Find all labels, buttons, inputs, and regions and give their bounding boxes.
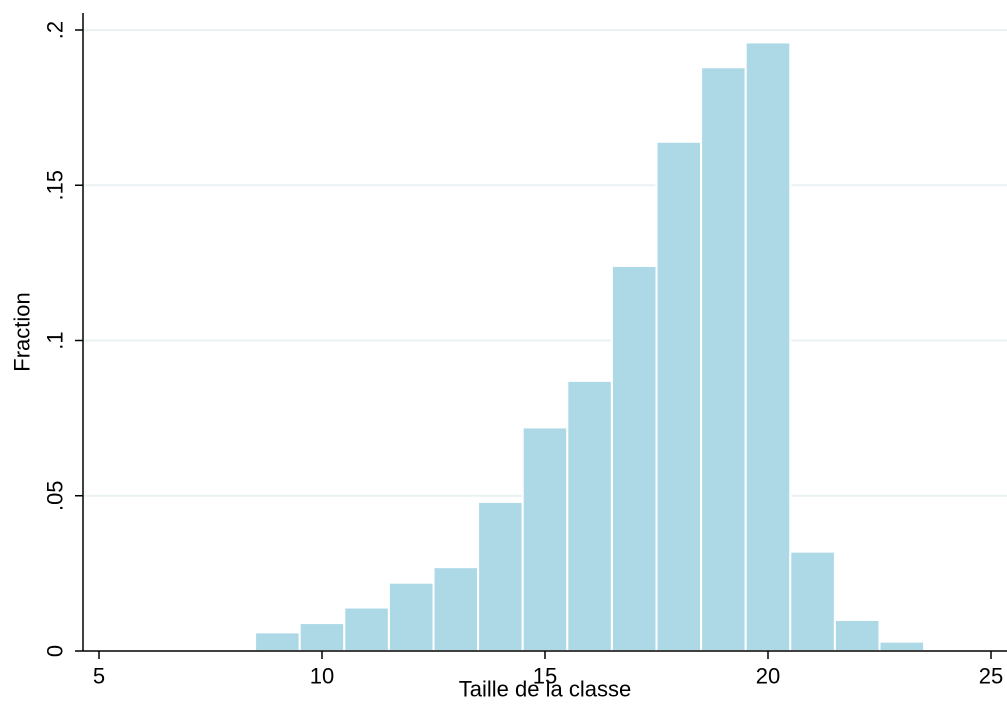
y-tick-label: .05: [43, 480, 68, 511]
y-tick-label: .1: [43, 331, 68, 349]
histogram-bar: [789, 550, 836, 653]
histogram-bar: [878, 640, 926, 652]
histogram-bar: [298, 622, 346, 652]
histogram-bars: [254, 41, 926, 653]
x-axis-title: Taille de la classe: [459, 677, 631, 702]
grid-lines: [84, 29, 1007, 497]
histogram-bar: [343, 606, 390, 653]
histogram-bar: [387, 581, 435, 652]
histogram-bar: [744, 41, 792, 653]
x-axis-ticks: 5 10 15 20 25: [93, 651, 1003, 689]
histogram-bar: [254, 631, 301, 652]
x-tick-label: 5: [93, 664, 105, 689]
y-axis-ticks: 0 .05 .1 .15 .2: [43, 21, 83, 657]
histogram-bar: [655, 140, 703, 652]
histogram-bar: [521, 426, 569, 652]
x-tick-label: 20: [756, 664, 780, 689]
histogram-bar: [477, 500, 524, 652]
y-tick-label: .2: [43, 21, 68, 39]
y-axis-title: Fraction: [10, 292, 35, 371]
x-tick-label: 25: [979, 664, 1003, 689]
histogram-bar: [700, 66, 747, 652]
x-tick-label: 15: [533, 664, 557, 689]
histogram-bar: [566, 379, 613, 652]
y-tick-label: 0: [43, 645, 68, 657]
histogram-bar: [610, 264, 658, 652]
histogram-bar: [432, 566, 480, 652]
y-tick-label: .15: [43, 170, 68, 201]
x-tick-label: 10: [310, 664, 334, 689]
histogram-bar: [833, 618, 881, 653]
